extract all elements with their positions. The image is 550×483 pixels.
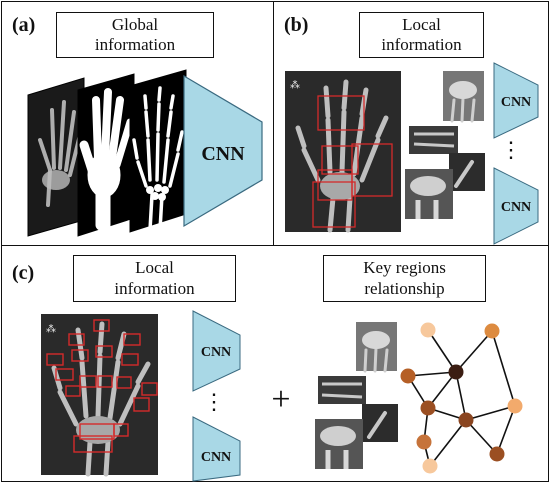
- hand-xray-c: ⁂: [41, 314, 158, 477]
- roi-box: [133, 397, 150, 412]
- roi-box: [141, 382, 158, 396]
- region-box-carpal: [317, 169, 353, 201]
- key-regions-line2: relationship: [364, 278, 445, 298]
- graph-node: [422, 458, 438, 474]
- roi-box: [93, 319, 110, 332]
- patch-thumb-b: [449, 153, 485, 191]
- local-cnn-top-c-label: CNN: [201, 345, 231, 360]
- xray-marker-b: ⁂: [290, 79, 300, 91]
- graph-node: [420, 322, 436, 338]
- roi-box: [79, 423, 115, 440]
- region-box-wrist: [312, 181, 356, 228]
- roi-box: [55, 368, 74, 381]
- local-cnn-bottom-c-label: CNN: [201, 450, 231, 465]
- region-box-metacarpal: [321, 145, 359, 175]
- panel-a-label: (a): [12, 14, 36, 36]
- global-title-line1: Global: [111, 14, 159, 34]
- graph-node: [416, 434, 432, 450]
- roi-box: [121, 353, 139, 366]
- ellipsis-b: ⋮: [500, 138, 522, 163]
- local-title-c-line2: information: [114, 278, 195, 298]
- local-title-b-line1: Local: [402, 14, 441, 34]
- roi-box: [71, 349, 89, 362]
- roi-box: [68, 333, 85, 346]
- global-information-title: Global information: [56, 12, 214, 58]
- graph-node: [507, 398, 523, 414]
- graph-node: [400, 368, 416, 384]
- roi-box: [123, 333, 141, 346]
- roi-box: [46, 353, 64, 366]
- graph-node: [448, 364, 464, 380]
- local-information-title-b: Local information: [359, 12, 484, 58]
- local-cnn-bottom-b: CNN: [493, 167, 539, 245]
- local-cnn-top-c: CNN: [192, 310, 241, 392]
- local-cnn-top-b-label: CNN: [501, 95, 531, 110]
- patch-thumb-c: [362, 404, 398, 442]
- hand-xray-b: ⁂: [285, 71, 401, 233]
- local-region-layout-b: ⁂ CNN ⋮ CNN: [285, 62, 539, 245]
- local-cnn-bottom-b-label: CNN: [501, 200, 531, 215]
- patch-fingers-c: [318, 376, 366, 404]
- region-boxes-b: [312, 95, 393, 228]
- local-title-b-line2: information: [381, 35, 462, 54]
- region-box-fingers: [317, 95, 365, 131]
- graph-node: [484, 323, 500, 339]
- plus-sign: +: [271, 381, 290, 418]
- local-information-title-c: Local information: [73, 255, 236, 302]
- local-title-c-line1: Local: [135, 258, 174, 278]
- local-cnn-top-b: CNN: [493, 62, 539, 139]
- patch-wrist-b: [405, 169, 453, 219]
- xray-marker-c: ⁂: [46, 323, 56, 335]
- roi-box: [116, 376, 132, 389]
- global-cnn-label: CNN: [201, 143, 245, 165]
- graph-node: [458, 412, 474, 428]
- patch-carpal-c: [356, 322, 397, 373]
- patch-carpal-b: [443, 71, 484, 123]
- local-cnn-bottom-c: CNN: [192, 416, 241, 482]
- key-regions-relationship-title: Key regions relationship: [323, 255, 486, 302]
- global-image-stack: CNN: [27, 69, 263, 237]
- ellipsis-c: ⋮: [203, 390, 225, 415]
- bone-skeleton-layer: [129, 69, 187, 233]
- roi-boxes-c: [46, 319, 158, 453]
- panel-c: (c) Local information Key regions relati…: [1, 245, 549, 482]
- roi-box: [95, 345, 113, 358]
- roi-box: [65, 385, 81, 397]
- global-cnn-block: CNN: [183, 74, 263, 228]
- roi-box: [73, 435, 113, 453]
- panel-c-label: (c): [12, 262, 35, 284]
- xray-layer-back: [27, 77, 85, 237]
- global-title-line2: information: [94, 35, 176, 54]
- graph-node: [489, 446, 505, 462]
- roi-box: [97, 375, 113, 388]
- patch-fingers-b: [409, 126, 458, 154]
- panel-b-label: (b): [284, 14, 309, 36]
- key-regions-line1: Key regions: [363, 258, 446, 278]
- patch-wrist-c: [315, 419, 363, 469]
- roi-box: [79, 375, 97, 388]
- graph-nodes: [400, 322, 523, 474]
- graph-node: [420, 400, 436, 416]
- hand-mask-layer: [77, 73, 135, 237]
